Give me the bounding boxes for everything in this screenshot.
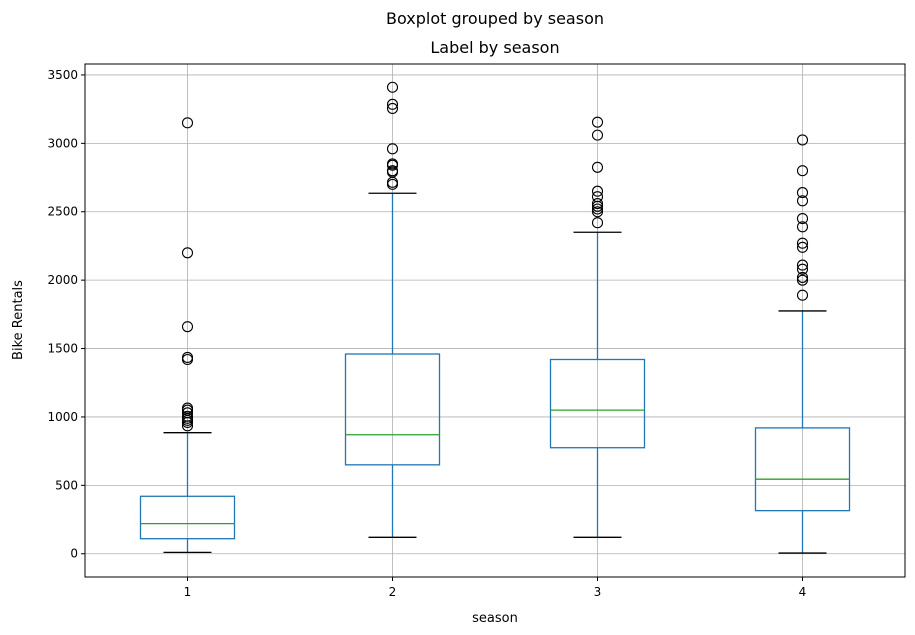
x-tick-label: 3 — [594, 585, 602, 599]
x-axis-label: season — [472, 611, 518, 626]
outlier-point — [181, 402, 194, 414]
y-tick-label: 2500 — [47, 205, 78, 219]
outlier-point — [591, 191, 604, 203]
outlier-point — [181, 321, 194, 333]
plot-area — [139, 81, 851, 554]
outlier-point — [181, 410, 194, 422]
outlier-point — [386, 81, 399, 93]
outlier-point — [181, 351, 194, 363]
outlier-point — [386, 165, 399, 177]
outlier-point — [591, 116, 604, 128]
y-tick-label: 500 — [55, 478, 78, 492]
outlier-point — [796, 134, 809, 146]
box-group-season-4 — [754, 134, 851, 554]
outlier-point — [591, 217, 604, 229]
iqr-box — [139, 495, 236, 540]
y-axis-label: Bike Rentals — [11, 280, 26, 360]
outlier-point — [796, 213, 809, 225]
y-tick-label: 1000 — [47, 410, 78, 424]
outlier-point — [796, 274, 809, 286]
x-tick-label: 1 — [184, 585, 192, 599]
outlier-point — [796, 195, 809, 207]
outlier-point — [181, 407, 194, 419]
outlier-point — [591, 206, 604, 218]
y-tick-label: 2000 — [47, 273, 78, 287]
y-tick-label: 3000 — [47, 136, 78, 150]
outlier-point — [386, 143, 399, 155]
iqr-box — [754, 427, 851, 512]
box-group-season-2 — [344, 81, 441, 538]
outlier-point — [796, 187, 809, 199]
outlier-point — [796, 221, 809, 233]
x-tick-label: 4 — [799, 585, 807, 599]
chart-suptitle: Boxplot grouped by season — [386, 9, 604, 28]
outlier-point — [796, 241, 809, 253]
outlier-point — [591, 161, 604, 173]
outlier-point — [386, 158, 399, 170]
outlier-point — [591, 129, 604, 141]
grid — [85, 64, 905, 577]
outlier-point — [796, 165, 809, 177]
plot-frame — [84, 63, 906, 578]
box-group-season-3 — [549, 116, 646, 538]
chart-title: Label by season — [430, 38, 559, 57]
iqr-box — [549, 358, 646, 449]
outlier-point — [591, 185, 604, 197]
outlier-point — [386, 98, 399, 110]
outlier-point — [181, 247, 194, 259]
outlier-point — [796, 263, 809, 275]
outlier-point — [796, 289, 809, 301]
outlier-point — [181, 117, 194, 129]
iqr-box — [344, 353, 441, 466]
x-tick-label: 2 — [389, 585, 397, 599]
axes: 0 500 1000 1500 2000 2500 3000 3500 1 2 3 4 — [47, 68, 806, 599]
y-tick-label: 0 — [70, 547, 78, 561]
y-tick-label: 1500 — [47, 342, 78, 356]
box-group-season-1 — [139, 117, 236, 554]
outlier-point — [386, 102, 399, 115]
outlier-point — [591, 203, 604, 215]
outlier-point — [591, 197, 604, 210]
outlier-point — [796, 259, 809, 271]
outlier-point — [796, 237, 809, 249]
outlier-point — [796, 271, 809, 283]
y-tick-label: 3500 — [47, 68, 78, 82]
